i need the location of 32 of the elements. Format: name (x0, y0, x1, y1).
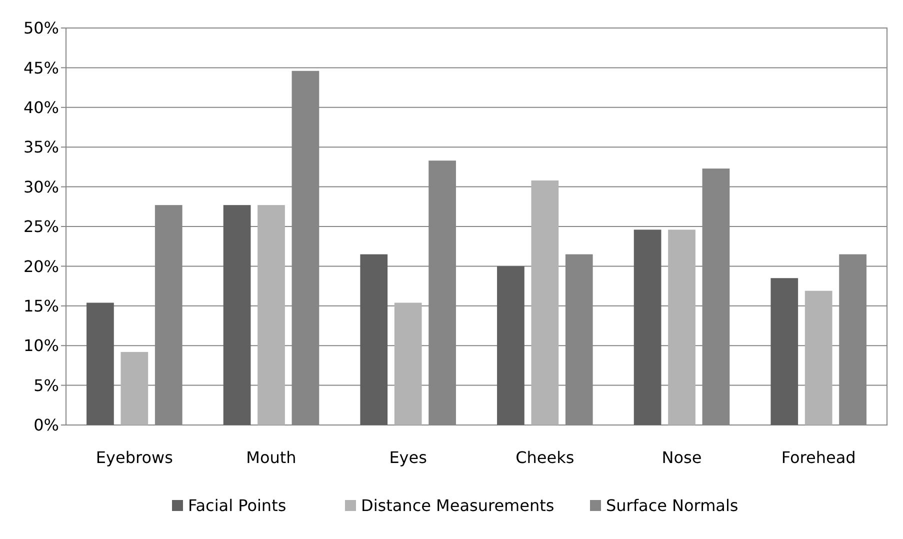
bar (668, 230, 696, 425)
y-tick-label: 10% (23, 336, 59, 356)
bar (86, 302, 114, 425)
y-tick-label: 35% (23, 138, 59, 157)
x-tick-label: Mouth (246, 448, 296, 467)
bar (497, 266, 524, 425)
y-tick-label: 5% (34, 376, 59, 395)
y-tick-label: 15% (23, 296, 59, 316)
y-tick-label: 50% (23, 18, 59, 38)
x-tick-label: Forehead (781, 448, 856, 467)
x-tick-label: Cheeks (516, 448, 574, 467)
y-tick-label: 0% (34, 416, 59, 435)
bar (360, 254, 388, 425)
y-tick-label: 30% (23, 177, 59, 196)
y-tick-label: 25% (23, 217, 59, 236)
y-tick-label: 40% (23, 98, 59, 117)
y-tick-label: 45% (23, 58, 59, 78)
bar (804, 290, 832, 425)
x-tick-label: Eyes (389, 448, 427, 467)
x-tick-label: Nose (662, 448, 702, 467)
legend-label: Surface Normals (606, 496, 738, 515)
bar (258, 205, 285, 425)
bar (531, 180, 559, 425)
x-tick-label: Eyebrows (96, 448, 173, 467)
bar (223, 205, 251, 425)
bar (770, 278, 798, 425)
legend-label: Facial Points (188, 496, 286, 515)
bar (120, 352, 148, 425)
legend-label: Distance Measurements (361, 496, 554, 515)
bar (634, 230, 662, 425)
bar (394, 302, 422, 425)
y-tick-label: 20% (23, 256, 59, 276)
